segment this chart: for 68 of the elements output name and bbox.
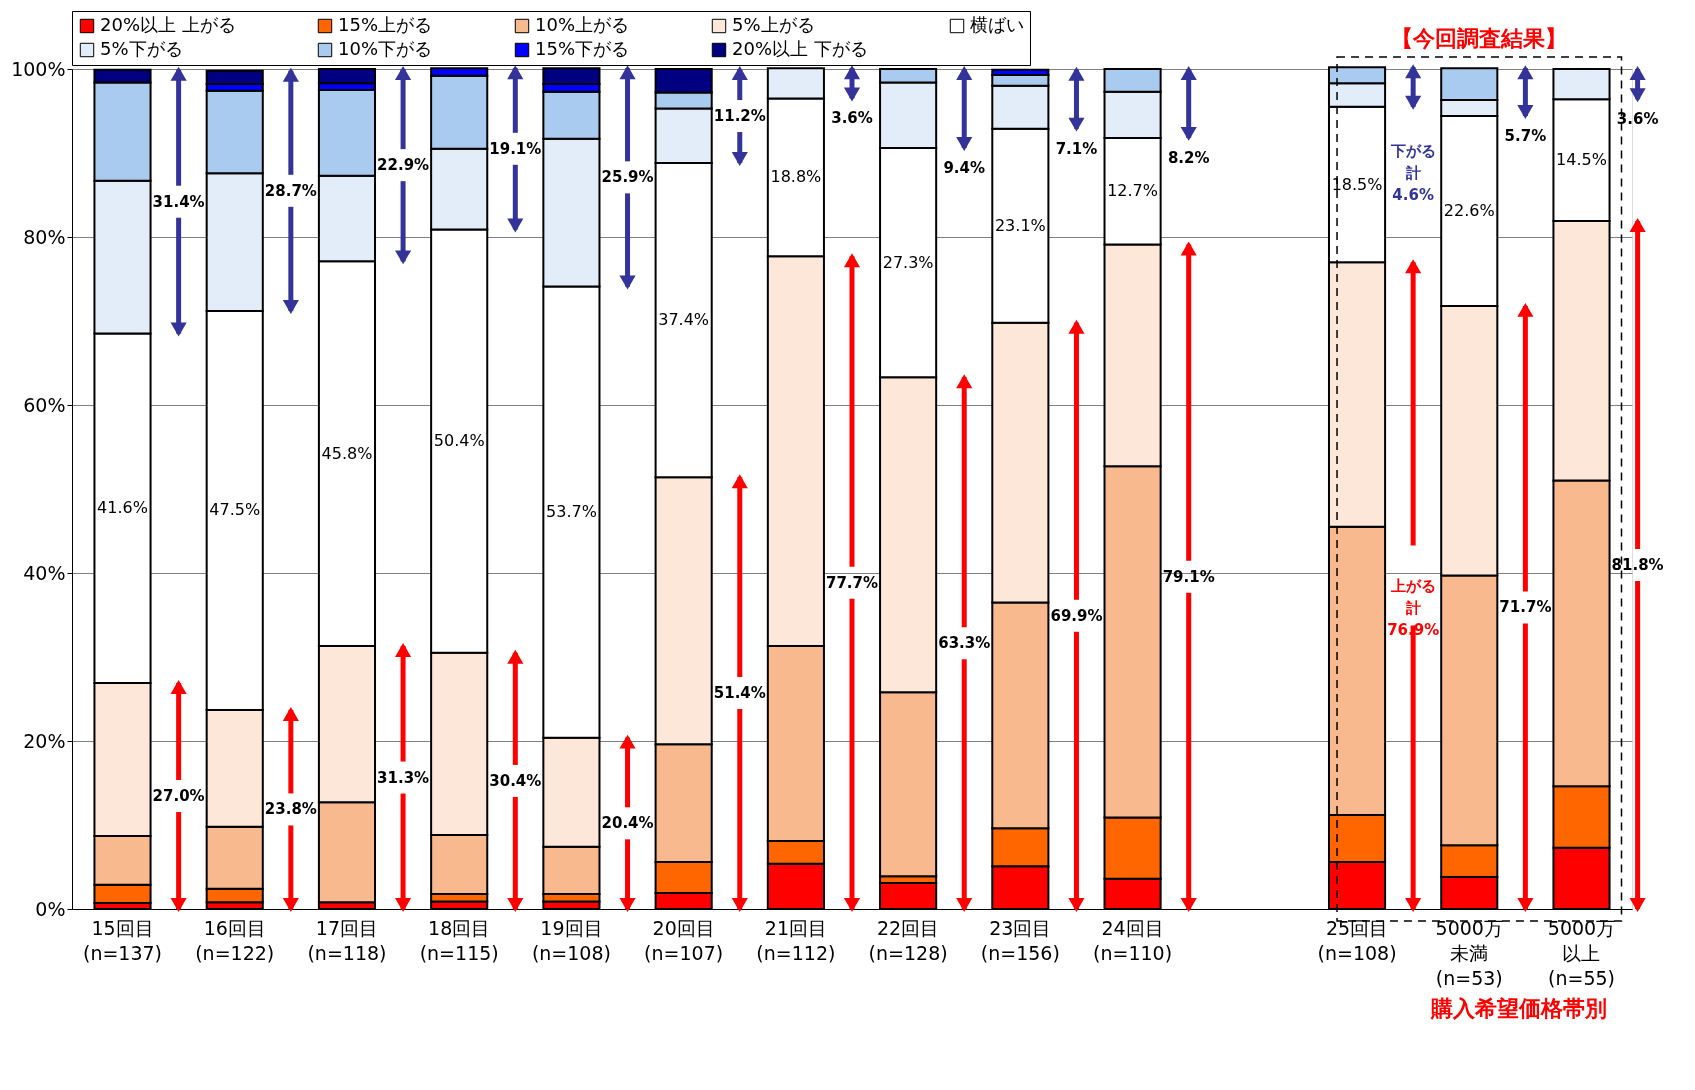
- data-label: 47.5%: [209, 500, 261, 520]
- legend-label: 15%上がる: [338, 14, 433, 35]
- annotation: 25.9%: [601, 168, 654, 187]
- annotation: 69.9%: [1050, 606, 1103, 625]
- annotation: 30.4%: [489, 771, 542, 790]
- text: 購入希望価格帯別: [1430, 996, 1608, 1021]
- data-label: 50.4%: [433, 431, 485, 451]
- data-label: 12.7%: [1107, 181, 1158, 201]
- annotation: 63.3%: [938, 634, 991, 653]
- annotation: 23.8%: [264, 800, 317, 819]
- annotation: 51.4%: [713, 684, 766, 703]
- legend-label: 10%上がる: [535, 14, 630, 35]
- legend-label: 20%以上 下がる: [732, 38, 868, 59]
- annotation: 9.4%: [943, 158, 986, 177]
- data-label: 27.3%: [882, 252, 934, 272]
- x-tick-label: 5000万未満 (n=53): [1435, 916, 1503, 989]
- legend-label: 10%下がる: [338, 38, 433, 59]
- x-tick-label: 19回目 (n=108): [531, 916, 611, 964]
- y-tick-label: 20%: [23, 729, 66, 752]
- annotation: 81.8%: [1611, 556, 1664, 575]
- data-label: 45.8%: [321, 443, 373, 463]
- y-tick-label: 0%: [35, 897, 66, 920]
- data-label: 23.1%: [994, 215, 1046, 235]
- x-tick-label: 24回目 (n=110): [1093, 916, 1173, 964]
- y-tick-label: 80%: [23, 225, 66, 248]
- data-label: 41.6%: [97, 498, 148, 518]
- annotation: 下がる計 4.6%: [1389, 141, 1436, 204]
- annotation: 3.6%: [831, 109, 873, 128]
- legend-label: 15%下がる: [535, 38, 630, 59]
- data-label: 53.7%: [546, 502, 597, 522]
- x-tick-label: 17回目 (n=118): [307, 916, 387, 964]
- y-tick-label: 40%: [23, 561, 66, 584]
- annotation: 20.4%: [601, 814, 654, 833]
- annotation: 79.1%: [1162, 567, 1215, 586]
- x-tick-label: 16回目 (n=122): [195, 916, 275, 964]
- x-tick-label: 21回目 (n=112): [756, 916, 836, 964]
- legend-label: 横ばい: [970, 14, 1024, 35]
- legend-label: 20%以上 上がる: [100, 14, 236, 35]
- data-label: 14.5%: [1556, 150, 1607, 170]
- x-tick-label: 23回目 (n=156): [980, 916, 1060, 964]
- annotation: 5.7%: [1504, 127, 1547, 146]
- annotation: 27.0%: [152, 787, 205, 806]
- x-tick-label: 22回目 (n=128): [868, 916, 948, 964]
- y-tick-label: 100%: [11, 57, 66, 80]
- annotation: 19.1%: [489, 139, 542, 158]
- annotation: 7.1%: [1055, 139, 1098, 158]
- x-tick-label: 25回目 (n=108): [1317, 916, 1397, 964]
- x-tick-label: 18回目 (n=115): [419, 916, 499, 964]
- annotation: 31.4%: [152, 192, 205, 211]
- legend-label: 5%上がる: [732, 14, 815, 35]
- annotation: 11.2%: [713, 107, 766, 126]
- data-label: 22.6%: [1443, 200, 1495, 220]
- annotation: 31.3%: [377, 768, 430, 787]
- annotation: 71.7%: [1499, 598, 1552, 617]
- data-label: 18.8%: [770, 167, 822, 187]
- x-tick-label: 15回目 (n=137): [82, 916, 163, 964]
- annotation: 3.6%: [1616, 110, 1659, 129]
- x-tick-label: 5000万以上 (n=55): [1547, 916, 1616, 989]
- annotation: 22.9%: [377, 156, 430, 175]
- data-label: 18.5%: [1331, 174, 1383, 194]
- annotation: 8.2%: [1167, 148, 1210, 167]
- legend-label: 5%下がる: [100, 38, 183, 59]
- x-tick-label: 20回目 (n=107): [644, 916, 724, 964]
- annotation: 28.7%: [264, 181, 317, 200]
- data-label: 37.4%: [658, 310, 710, 330]
- y-tick-label: 60%: [23, 393, 66, 416]
- text: 【今回調査結果】: [1391, 26, 1568, 51]
- annotation: 77.7%: [825, 573, 879, 592]
